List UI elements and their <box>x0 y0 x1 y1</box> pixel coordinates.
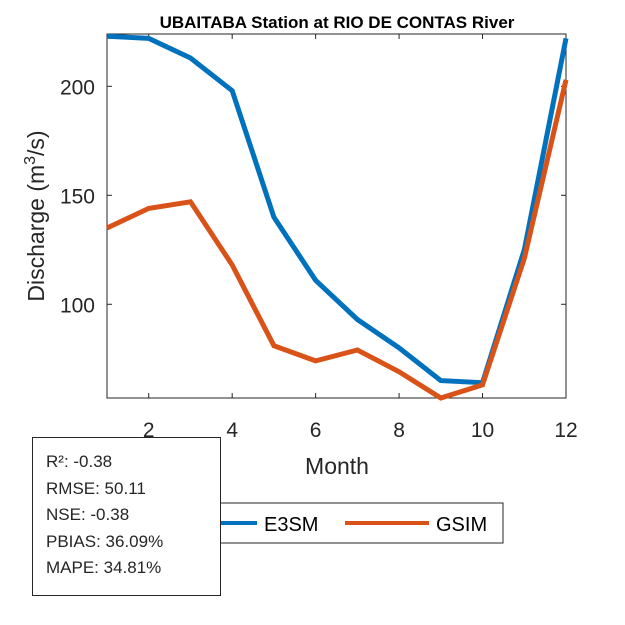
series-line-e3sm <box>106 33 569 386</box>
x-tick-label: 8 <box>393 419 405 442</box>
y-axis-label-base: Discharge (m <box>23 165 49 302</box>
x-axis-label: Month <box>305 453 369 479</box>
plot-lines <box>105 33 569 401</box>
x-tick-label: 12 <box>554 419 577 442</box>
stats-mape: MAPE: 34.81% <box>46 558 162 577</box>
stats-rmse: RMSE: 50.11 <box>46 478 146 498</box>
legend-label-gsim: GSIM <box>436 514 487 536</box>
y-axis-label-sup: 3 <box>22 156 39 165</box>
series-line-gsim <box>105 79 569 401</box>
y-axis-label-tail: /s) <box>23 130 49 156</box>
y-tick-label: 100 <box>60 294 95 317</box>
stats-nse: NSE: -0.38 <box>46 505 130 524</box>
legend: E3SM GSIM <box>199 502 504 544</box>
stats-pbias: PBIAS: 36.09% <box>46 531 164 551</box>
axes-box <box>106 33 567 399</box>
y-tick-label: 200 <box>60 76 95 99</box>
y-axis-label: Discharge (m3/s) <box>22 130 49 301</box>
x-tick-label: 10 <box>471 419 494 442</box>
x-tick-label: 2 <box>143 419 155 442</box>
legend-label-e3sm: E3SM <box>264 514 318 536</box>
x-tick-label: 6 <box>310 419 322 442</box>
y-tick-label: 150 <box>60 185 95 208</box>
stats-r2: R²: -0.38 <box>46 452 113 471</box>
axes: 2 4 6 8 10 12 100 150 200 <box>60 33 578 442</box>
chart-title: UBAITABA Station at RIO DE CONTAS River <box>160 13 515 32</box>
stats-box: R²: -0.38 RMSE: 50.11 NSE: -0.38 PBIAS: … <box>32 437 221 596</box>
x-tick-label: 4 <box>226 419 238 442</box>
